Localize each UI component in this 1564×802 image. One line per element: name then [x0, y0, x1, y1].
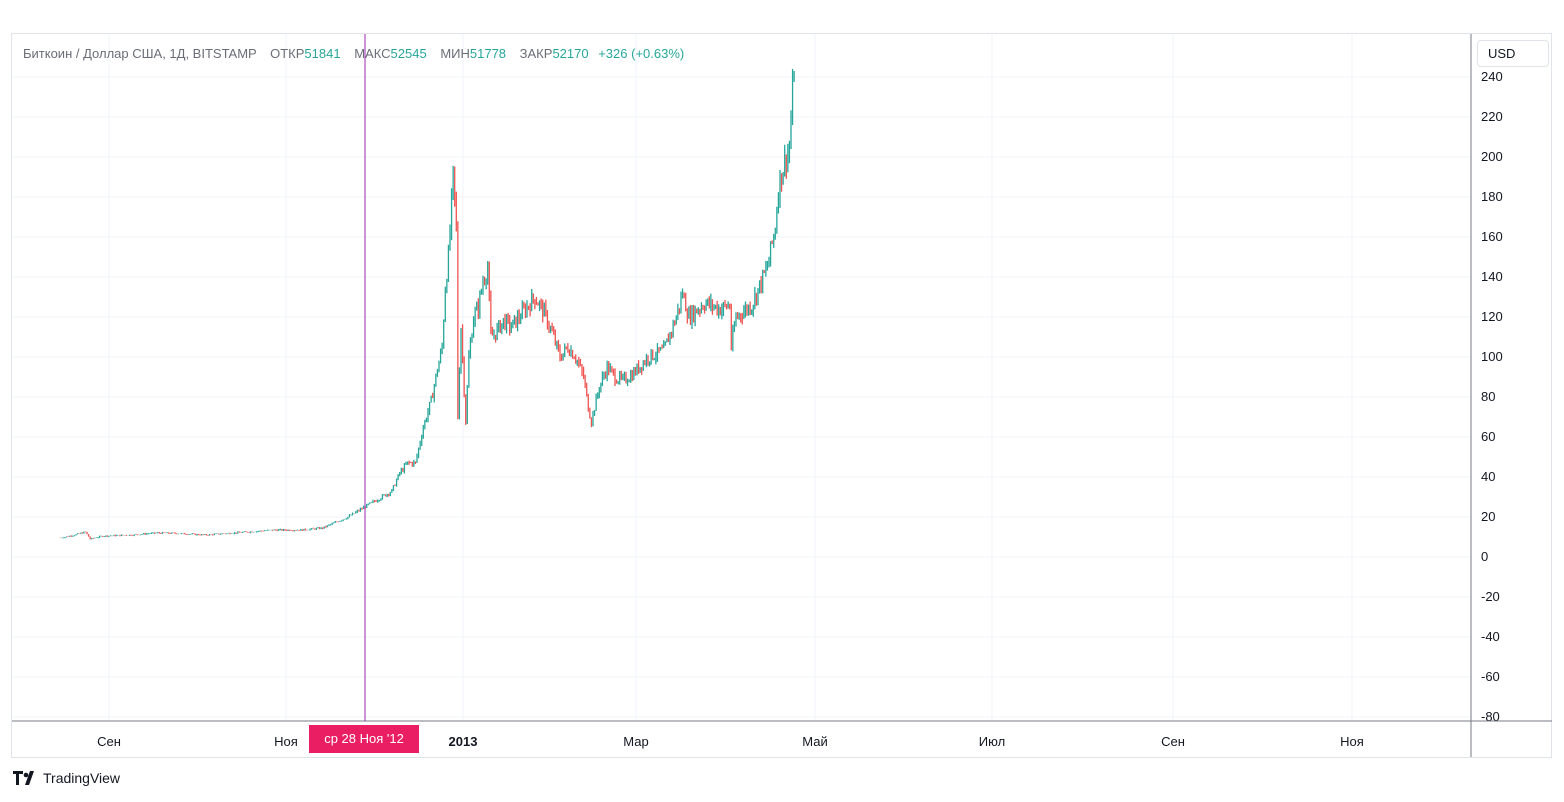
y-tick-label: 20	[1481, 509, 1495, 524]
crosshair-date-badge: ср 28 Ноя '12	[309, 725, 419, 753]
y-tick-label: 220	[1481, 109, 1503, 124]
y-tick-label: -20	[1481, 589, 1500, 604]
y-tick-label: 0	[1481, 549, 1488, 564]
y-tick-label: 160	[1481, 229, 1503, 244]
tradingview-icon	[13, 771, 34, 785]
y-tick-label: 60	[1481, 429, 1495, 444]
y-tick-label: 40	[1481, 469, 1495, 484]
open-value: 51841	[304, 46, 341, 61]
low-value: 51778	[469, 46, 507, 61]
brand-name: TradingView	[43, 770, 121, 786]
y-tick-label: 140	[1481, 269, 1503, 284]
y-tick-label: -60	[1481, 669, 1500, 684]
x-tick-label: Ноя	[1340, 734, 1364, 749]
y-tick-label: -40	[1481, 629, 1500, 644]
y-tick-label: 120	[1481, 309, 1503, 324]
x-tick-label: Сен	[1161, 734, 1185, 749]
x-tick-label: Сен	[97, 734, 121, 749]
y-tick-label: 200	[1481, 149, 1503, 164]
chart-legend: Биткоин / Доллар США, 1Д, BITSTAMP ОТКР5…	[23, 46, 684, 61]
tradingview-logo[interactable]: TradingView	[13, 770, 120, 786]
open-label: ОТКР	[270, 46, 305, 61]
x-tick-label: Ноя	[274, 734, 298, 749]
high-value: 52545	[390, 46, 427, 61]
x-tick-label: 2013	[449, 734, 478, 749]
currency-selector[interactable]: USD	[1477, 40, 1549, 67]
y-tick-label: -80	[1481, 709, 1500, 724]
x-tick-label: Июл	[979, 734, 1005, 749]
x-tick-label: Мар	[623, 734, 648, 749]
close-label: ЗАКР	[519, 46, 553, 61]
close-value: 52170	[552, 46, 589, 61]
high-label: МАКС	[354, 46, 391, 61]
y-tick-label: 100	[1481, 349, 1503, 364]
symbol-title: Биткоин / Доллар США, 1Д, BITSTAMP	[23, 46, 257, 61]
ohlc-bars	[59, 68, 795, 540]
change-value: +326 (+0.63%)	[598, 46, 685, 61]
y-tick-label: 80	[1481, 389, 1495, 404]
y-tick-label: 180	[1481, 189, 1503, 204]
chart-frame[interactable]	[11, 33, 1552, 758]
x-tick-label: Май	[802, 734, 827, 749]
low-label: МИН	[440, 46, 470, 61]
y-tick-label: 240	[1481, 69, 1503, 84]
